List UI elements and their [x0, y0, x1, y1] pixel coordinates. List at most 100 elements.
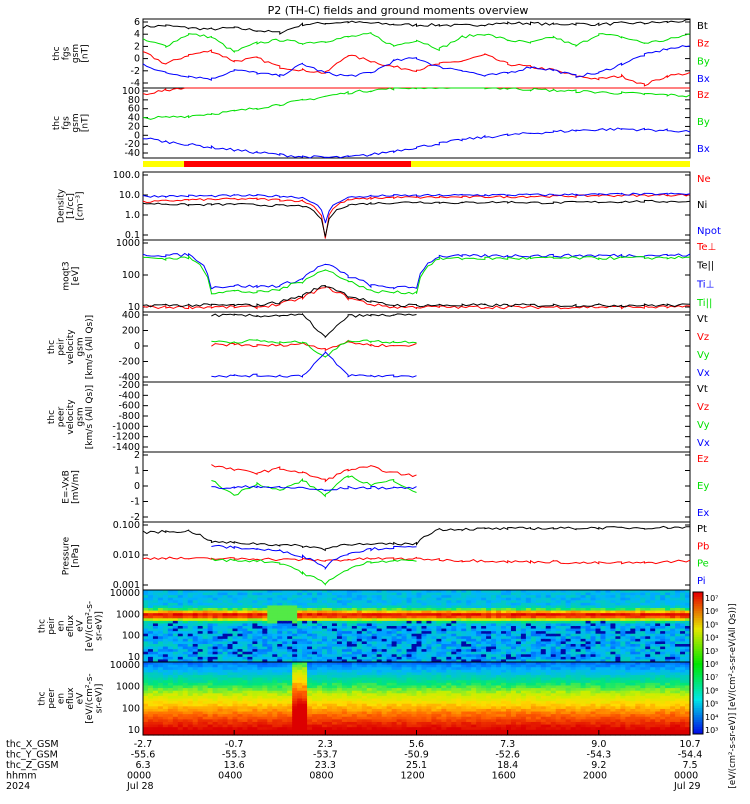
- peir_velocity-series-0: [211, 314, 416, 337]
- ylabel-line: gsm: [76, 337, 86, 356]
- ytick-label: 400: [122, 310, 140, 321]
- ytick-label: 10: [128, 725, 140, 736]
- ylabel-line: [cm⁻³]: [76, 191, 86, 220]
- ytick-label: 0: [134, 341, 140, 352]
- ylabel-line: gsm: [71, 44, 81, 63]
- peir_velocity-frame: [143, 312, 690, 382]
- legend-entry: Ex: [697, 508, 709, 519]
- legend-entry: Vz: [697, 402, 709, 413]
- ylabel-line: peer: [57, 406, 67, 427]
- legend-entry: Vx: [697, 368, 710, 379]
- ytick-label: -40: [124, 148, 140, 159]
- density-ylabel: Density[1/cc][cm⁻³]: [57, 188, 86, 223]
- ylabel-line: thc: [52, 116, 62, 130]
- ylabel-line: sr-eV)]: [95, 684, 105, 714]
- ytick-label: 1000: [116, 609, 140, 620]
- ylabel-line: sr-eV)]: [95, 611, 105, 641]
- legend-entry: Ti⊥: [696, 279, 714, 290]
- ylabel-line: peir: [57, 338, 67, 356]
- fgs_dsl-series-1: [143, 88, 690, 119]
- density-frame: [143, 172, 690, 240]
- pressure-series-2: [211, 559, 416, 585]
- density-series-1: [143, 200, 690, 236]
- ylabel-line: [eV/(cm²-s-: [85, 673, 95, 723]
- density-series-0: [143, 194, 690, 238]
- ylabel-line: thc: [52, 46, 62, 60]
- legend-entry: Pi: [697, 576, 706, 587]
- page-title: P2 (TH-C) fields and ground moments over…: [268, 4, 529, 17]
- efield-ylabel: E=-VxB[mV/m]: [61, 470, 81, 504]
- ylabel-line: velocity: [66, 399, 76, 435]
- legend-entry: By: [697, 117, 710, 128]
- legend-entry: Bz: [697, 39, 709, 50]
- ytick-label: 10000: [110, 660, 140, 671]
- ylabel-line: E=-VxB: [61, 470, 71, 504]
- ylabel-line: thc: [47, 340, 57, 354]
- temperature-series-1: [143, 286, 690, 307]
- legend-entry: Ne: [697, 174, 711, 185]
- legend-entry: Pb: [697, 541, 709, 552]
- ytick-label: 1000: [116, 682, 140, 693]
- ylabel-line: thc: [47, 410, 57, 424]
- legend-entry: Vt: [697, 384, 708, 395]
- peir_velocity-series-2: [211, 340, 416, 357]
- legend-entry: Npot: [697, 226, 721, 237]
- efield-series-1: [211, 476, 416, 496]
- peer_velocity-frame: [143, 382, 690, 452]
- ylabel-line: eV: [76, 619, 86, 632]
- ylabel-line: [km/s (All Qs)]: [85, 315, 95, 379]
- legend-entry: Bz: [697, 90, 709, 101]
- ylabel-line: en: [57, 620, 67, 631]
- legend-entry: Bx: [697, 74, 710, 85]
- ytick-label: -200: [118, 357, 140, 368]
- ytick-label: 0: [134, 481, 140, 492]
- legend-entry: By: [697, 56, 710, 67]
- ytick-label: 1: [134, 466, 140, 477]
- legend-entry: Te⊥: [696, 242, 716, 253]
- fgs_dsl-series-2: [143, 128, 690, 158]
- legend-entry: Pt: [697, 524, 707, 535]
- ylabel-line: eflux: [66, 614, 76, 637]
- ytick-label: 10000: [110, 588, 140, 599]
- legend-entry: Ti||: [696, 298, 712, 309]
- ylabel-line: eflux: [66, 687, 76, 710]
- legend-entry: Vz: [697, 332, 709, 343]
- ytick-label: 10.0: [119, 190, 140, 201]
- ylabel-line: moqt3: [61, 261, 71, 290]
- ylabel-line: [nT]: [80, 44, 90, 62]
- legend-entry: Vy: [697, 420, 710, 431]
- ytick-label: 200: [122, 326, 140, 337]
- ytick-label: 1.0: [125, 210, 140, 221]
- ylabel-line: thc: [38, 619, 48, 633]
- ytick-label: 1000: [116, 238, 140, 249]
- ylabel-line: eV: [76, 692, 86, 705]
- ylabel-line: [nPa]: [71, 544, 81, 567]
- legend-entry: Ey: [697, 481, 709, 492]
- temperature-series-2: [143, 254, 690, 290]
- ylabel-line: peir: [47, 617, 57, 635]
- temperature-ylabel: moqt3[eV]: [61, 261, 81, 290]
- peir_velocity-series-3: [211, 352, 416, 377]
- ytick-label: 100: [122, 270, 140, 281]
- ylabel-line: velocity: [66, 329, 76, 365]
- ytick-label: -1: [131, 497, 140, 508]
- ylabel-line: [eV/(cm²-s-: [85, 601, 95, 651]
- density-panel: 100.010.01.00.1Density[1/cc][cm⁻³]NeNiNp…: [57, 170, 721, 241]
- ylabel-line: gsm: [76, 407, 86, 426]
- ylabel-line: [1/cc]: [66, 193, 76, 219]
- ytick-label: 2: [134, 450, 140, 461]
- ytick-label: 0: [134, 54, 140, 65]
- ytick-label: 0.010: [113, 550, 140, 561]
